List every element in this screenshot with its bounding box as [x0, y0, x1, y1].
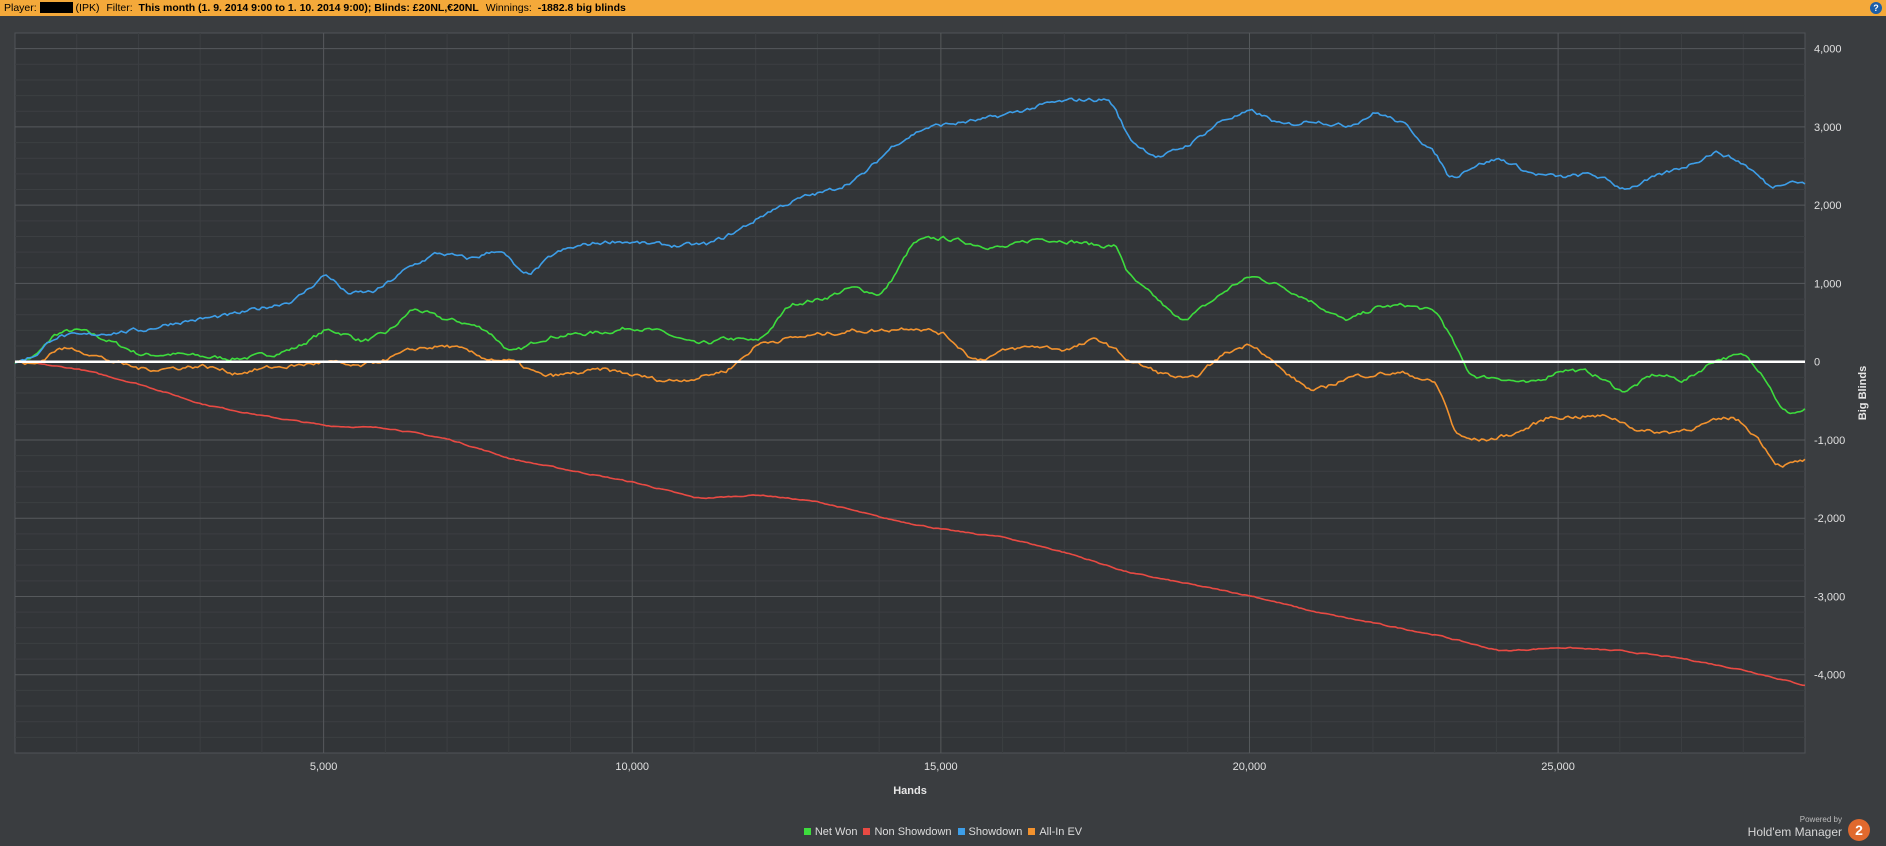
legend-swatch: [803, 828, 811, 835]
y-tick-label: 3,000: [1814, 122, 1842, 134]
y-tick-label: 4,000: [1814, 44, 1842, 56]
x-tick-label: 25,000: [1541, 761, 1575, 773]
legend-swatch: [1028, 828, 1036, 835]
legend-label: Net Won: [814, 826, 858, 838]
legend-item[interactable]: Showdown: [957, 826, 1023, 838]
series-line-non-showdown: [14, 360, 1806, 687]
legend-item[interactable]: All-In EV: [1028, 826, 1082, 838]
y-tick-label: 1,000: [1814, 278, 1842, 290]
y-tick-label: -4,000: [1814, 670, 1845, 682]
site-code: (IPK): [75, 2, 100, 14]
y-tick-label: -1,000: [1814, 435, 1845, 447]
series-line-all-in-ev: [14, 327, 1806, 468]
legend-item[interactable]: Non Showdown: [863, 826, 952, 838]
series-layer: [14, 97, 1806, 687]
brand-name: Hold'em Manager: [1747, 825, 1842, 839]
x-axis-title: Hands: [893, 785, 927, 797]
x-tick-label: 15,000: [924, 761, 958, 773]
y-tick-label: -2,000: [1814, 513, 1845, 525]
series-line-net-won: [14, 235, 1806, 415]
report-header-bar: Player: (IPK) Filter: This month (1. 9. …: [0, 0, 1886, 16]
x-tick-label: 5,000: [310, 761, 338, 773]
filter-value: This month (1. 9. 2014 9:00 to 1. 10. 20…: [138, 2, 479, 14]
y-tick-label: 0: [1814, 357, 1820, 369]
legend-swatch: [863, 828, 871, 835]
hm2-logo-icon: 2: [1848, 819, 1870, 841]
x-tick-label: 20,000: [1233, 761, 1267, 773]
series-line-showdown: [14, 97, 1806, 364]
filter-label: Filter:: [106, 2, 133, 14]
legend-item[interactable]: Net Won: [803, 826, 858, 838]
info-icon[interactable]: ?: [1870, 2, 1882, 14]
minor-gridlines: [15, 33, 1805, 753]
powered-by-text: Powered by: [1799, 815, 1842, 824]
major-gridlines: [15, 33, 1805, 753]
y-tick-label: 2,000: [1814, 200, 1842, 212]
x-tick-label: 10,000: [615, 761, 649, 773]
chart-legend: Net Won Non Showdown Showdown All-In EV: [0, 826, 1886, 840]
legend-label: Non Showdown: [874, 826, 952, 838]
player-label: Player:: [4, 2, 37, 14]
winnings-value: -1882.8 big blinds: [537, 2, 626, 14]
y-axis-tick-labels: 4,000 3,000 2,000 1,000 0 -1,000 -2,000 -3,000 -…: [1814, 44, 1845, 682]
y-tick-label: -3,000: [1814, 591, 1845, 603]
legend-label: Showdown: [968, 826, 1023, 838]
legend-label: All-In EV: [1039, 826, 1083, 838]
y-axis-title: Big Blinds: [1857, 366, 1869, 420]
winnings-label: Winnings:: [485, 2, 532, 14]
x-axis-tick-labels: 5,000 10,000 15,000 20,000 25,000: [310, 761, 1575, 773]
brand-logo: Powered by Hold'em Manager 2: [1740, 815, 1880, 843]
redacted-player-name: [39, 2, 73, 13]
legend-swatch: [957, 828, 965, 835]
